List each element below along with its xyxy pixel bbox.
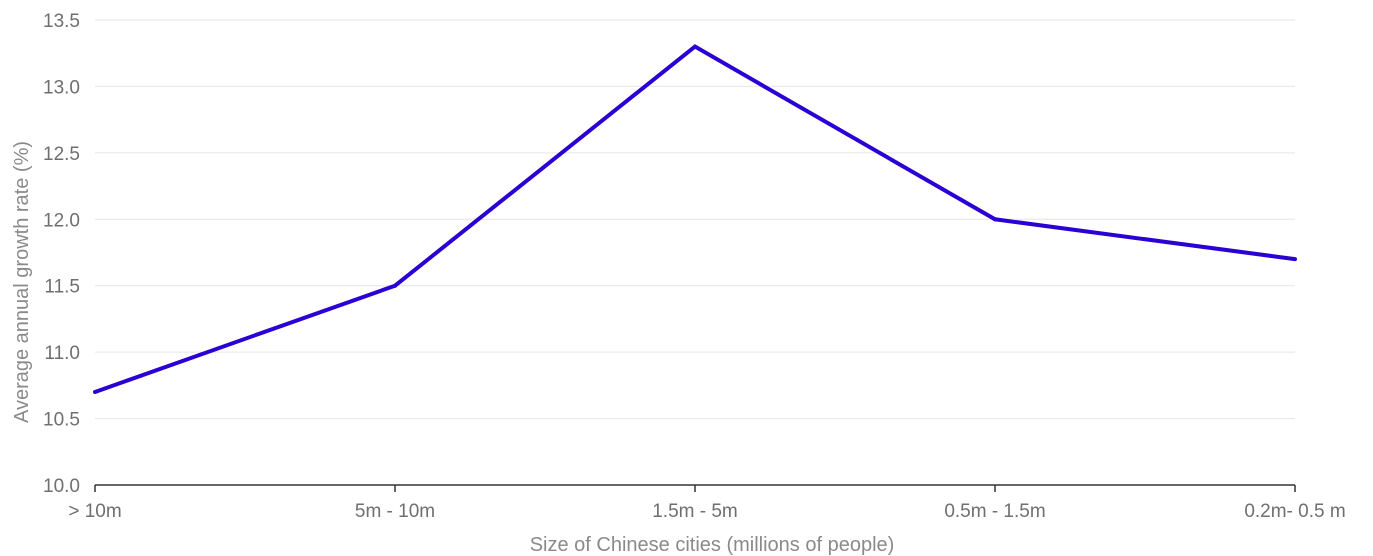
data-point — [1293, 257, 1297, 262]
x-tick-label: 5m - 10m — [355, 501, 435, 522]
data-point — [393, 283, 397, 288]
y-tick-label: 10.0 — [43, 476, 80, 497]
grid-lines — [95, 19, 1295, 420]
x-axis-label: Size of Chinese cities (millions of peop… — [530, 534, 895, 556]
series-layer — [93, 44, 1297, 394]
x-tick-label: 1.5m - 5m — [652, 501, 738, 522]
y-tick-label: 11.0 — [44, 343, 80, 364]
data-point — [993, 217, 997, 222]
data-point — [693, 44, 697, 49]
x-axis — [94, 484, 1296, 492]
y-axis-label: Average annual growth rate (%) — [11, 141, 33, 423]
x-tick-label: 0.2m- 0.5 m — [1244, 501, 1345, 522]
data-point — [93, 390, 97, 394]
x-tick-label: > 10m — [68, 501, 121, 522]
y-tick-label: 12.5 — [43, 144, 80, 165]
x-tick-label: 0.5m - 1.5m — [944, 501, 1045, 522]
y-tick-label: 10.5 — [43, 410, 80, 431]
y-tick-label: 13.0 — [43, 77, 80, 98]
y-tick-labels: 10.0 10.5 11.0 11.5 12.0 12.5 13.0 13.5 — [43, 11, 80, 497]
y-tick-label: 13.5 — [43, 11, 80, 32]
y-tick-label: 12.0 — [43, 210, 80, 231]
x-tick-labels: > 10m 5m - 10m 1.5m - 5m 0.5m - 1.5m 0.2m- 0… — [68, 501, 1345, 522]
y-tick-label: 11.5 — [44, 277, 80, 298]
